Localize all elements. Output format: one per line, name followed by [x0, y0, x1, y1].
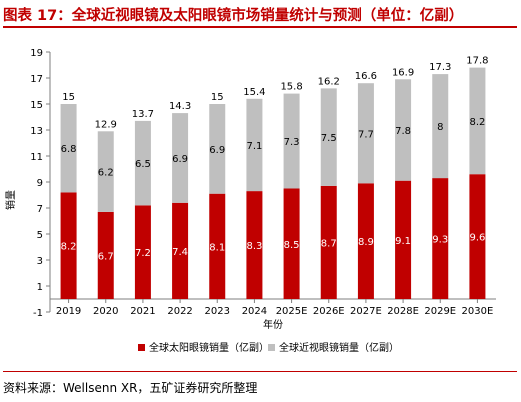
y-axis-title: 销量: [4, 190, 17, 210]
data-label-myopia-glasses: 6.5: [135, 159, 151, 170]
bar-sunglasses: [209, 193, 226, 299]
data-label-total: 15.4: [243, 87, 265, 98]
x-tick-label: 2028E: [387, 306, 419, 317]
y-tick-label: 19: [30, 48, 43, 59]
data-label-sunglasses: 8.7: [321, 238, 337, 249]
source-rule: [3, 371, 517, 372]
y-tick-label: 15: [30, 100, 43, 111]
bar-myopia-glasses: [357, 83, 374, 184]
bar-sunglasses: [395, 180, 412, 299]
x-tick-label: 2019: [56, 306, 81, 317]
y-tick-label: 11: [30, 152, 43, 163]
data-label-sunglasses: 7.2: [135, 248, 151, 259]
data-label-total: 15.8: [280, 82, 302, 93]
x-tick-label: 2029E: [424, 306, 456, 317]
data-label-total: 15: [62, 92, 75, 103]
bar-sunglasses: [246, 191, 263, 299]
x-tick-label: 2026E: [313, 306, 345, 317]
x-axis-title: 年份: [263, 318, 283, 331]
x-tick-label: 2024: [242, 306, 267, 317]
data-label-total: 17.8: [466, 56, 488, 67]
data-label-total: 16.9: [392, 67, 414, 78]
bar-myopia-glasses: [60, 104, 77, 193]
bar-myopia-glasses: [469, 67, 486, 175]
data-label-sunglasses: 8.9: [358, 237, 374, 248]
bar-myopia-glasses: [134, 120, 151, 206]
data-label-myopia-glasses: 6.8: [61, 144, 77, 155]
data-label-myopia-glasses: 6.9: [209, 145, 225, 156]
x-tick-label: 2027E: [350, 306, 382, 317]
data-label-total: 15: [211, 92, 224, 103]
chart-area: -1 1 3 5 7 9 11 13 15 17 19 8.2 6.8 15 2019 6.7 6.2 12.9 2…: [0, 30, 521, 370]
y-tick-label: 13: [30, 126, 43, 137]
data-label-myopia-glasses: 7.1: [246, 141, 262, 152]
bar-myopia-glasses: [97, 131, 114, 212]
data-label-total: 12.9: [95, 119, 117, 130]
data-label-total: 13.7: [132, 109, 154, 120]
data-label-sunglasses: 9.1: [395, 236, 411, 247]
y-tick-label: 3: [37, 256, 43, 267]
data-label-sunglasses: 7.4: [172, 247, 188, 258]
data-label-sunglasses: 8.5: [284, 240, 300, 251]
data-label-total: 16.6: [355, 71, 377, 82]
data-label-myopia-glasses: 7.5: [321, 133, 337, 144]
y-tick-label: 7: [37, 204, 43, 215]
data-label-myopia-glasses: 6.9: [172, 154, 188, 165]
legend-myopia-glasses-swatch: [268, 344, 275, 351]
data-label-total: 14.3: [169, 101, 191, 112]
data-label-sunglasses: 8.3: [246, 241, 262, 252]
y-tick-label: 17: [30, 74, 43, 85]
bar-sunglasses: [60, 192, 77, 299]
bar-sunglasses: [172, 202, 189, 299]
x-tick-label: 2025E: [276, 306, 308, 317]
bar-sunglasses: [134, 205, 151, 299]
bar-myopia-glasses: [320, 88, 337, 186]
y-tick-label: 5: [37, 230, 43, 241]
data-label-myopia-glasses: 7.8: [395, 126, 411, 137]
data-label-myopia-glasses: 8.2: [469, 117, 485, 128]
x-tick-label: 2020: [93, 306, 118, 317]
bar-myopia-glasses: [209, 104, 226, 194]
data-label-sunglasses: 8.1: [209, 242, 225, 253]
data-label-sunglasses: 6.7: [98, 251, 114, 262]
data-label-sunglasses: 9.3: [432, 235, 448, 246]
bar-sunglasses: [357, 183, 374, 299]
x-tick-label: 2021: [130, 306, 155, 317]
bar-myopia-glasses: [283, 93, 300, 189]
data-label-sunglasses: 8.2: [61, 242, 77, 253]
x-tick-label: 2030E: [462, 306, 494, 317]
legend-sunglasses-label: 全球太阳眼镜销量（亿副）: [149, 341, 269, 354]
legend-myopia-glasses-label: 全球近视眼镜销量（亿副）: [279, 341, 399, 354]
y-tick-label: 9: [37, 178, 43, 189]
source-note: 资料来源：Wellsenn XR，五矿证券研究所整理: [3, 381, 258, 395]
stacked-bar-chart: -11357911131517198.26.81520196.76.212.92…: [4, 48, 496, 354]
y-tick-label: -1: [33, 308, 43, 319]
data-label-myopia-glasses: 6.2: [98, 168, 114, 179]
y-tick-label: 1: [37, 282, 43, 293]
x-tick-label: 2023: [205, 306, 230, 317]
x-tick-label: 2022: [167, 306, 192, 317]
data-label-total: 16.2: [318, 76, 340, 87]
data-label-myopia-glasses: 8: [437, 122, 443, 133]
data-label-myopia-glasses: 7.7: [358, 129, 374, 140]
data-label-myopia-glasses: 7.3: [284, 137, 300, 148]
bar-myopia-glasses: [172, 113, 189, 203]
data-label-total: 17.3: [429, 62, 451, 73]
bar-myopia-glasses: [395, 79, 412, 181]
data-label-sunglasses: 9.6: [469, 233, 485, 244]
title-rule: [3, 26, 517, 28]
bar-sunglasses: [432, 178, 449, 299]
bar-myopia-glasses: [432, 74, 449, 179]
bar-sunglasses: [320, 185, 337, 299]
bar-sunglasses: [283, 188, 300, 299]
bar-myopia-glasses: [246, 98, 263, 192]
legend-sunglasses-swatch: [138, 344, 145, 351]
bar-sunglasses: [469, 174, 486, 299]
chart-title: 图表 17：全球近视眼镜及太阳眼镜市场销量统计与预测（单位：亿副）: [3, 8, 464, 24]
bar-sunglasses: [97, 211, 114, 299]
